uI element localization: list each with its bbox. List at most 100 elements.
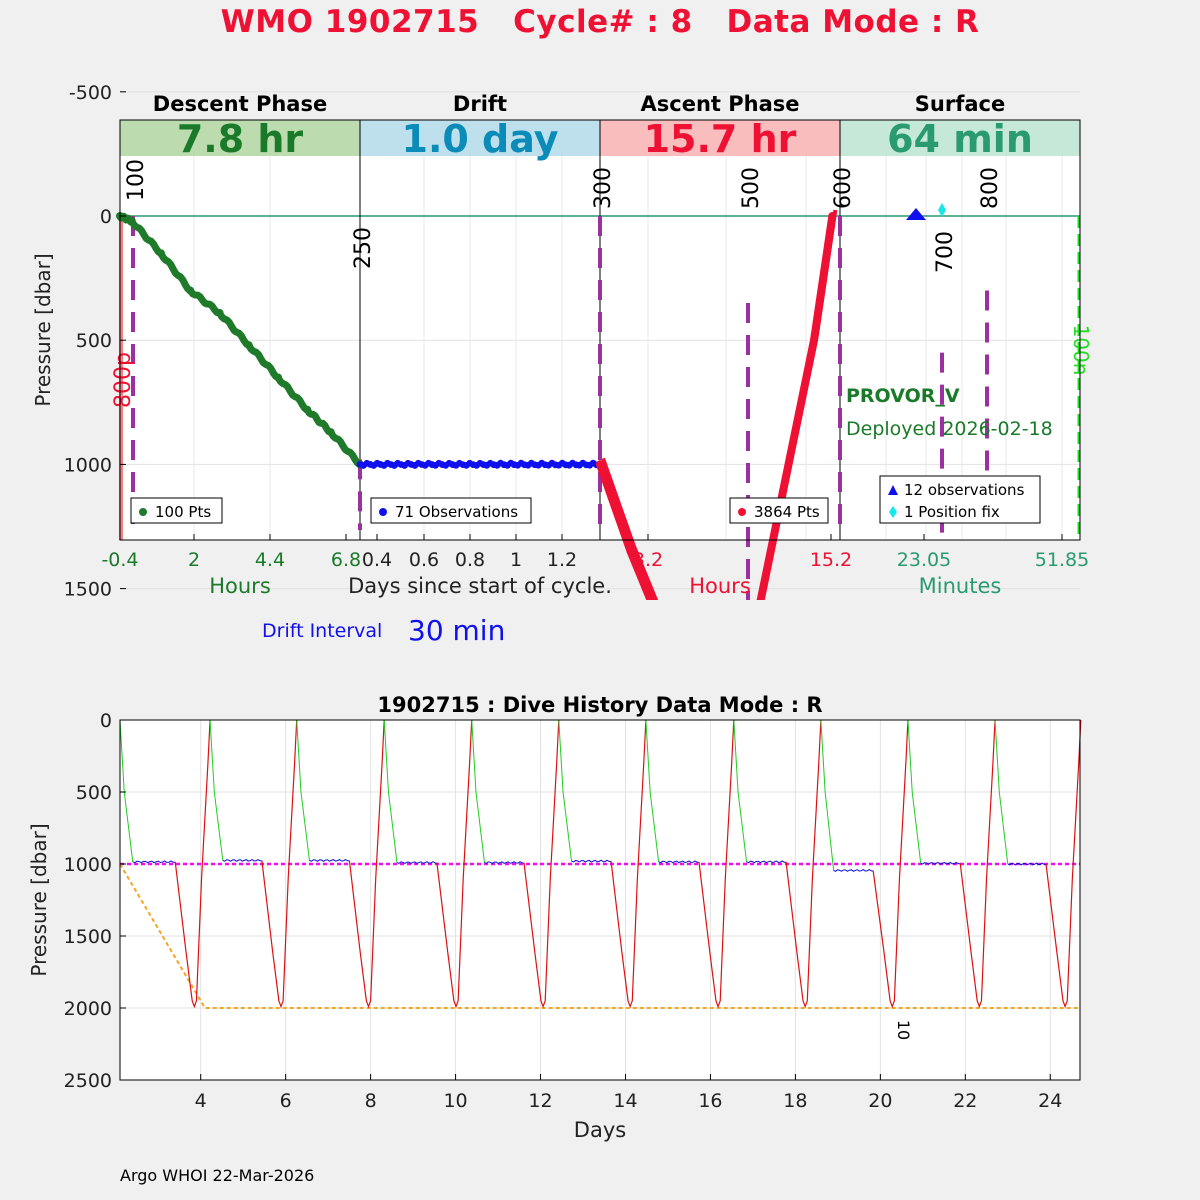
ascent-line: [1045, 719, 1082, 1009]
legend-marker: [889, 506, 897, 518]
drift-line: [132, 860, 176, 864]
y-tick-label: 0: [100, 710, 112, 732]
legend-label: 100 Pts: [155, 503, 211, 521]
ascent-line: [436, 719, 473, 1009]
ascent-point: [626, 547, 635, 556]
x-tick-label: 4.4: [255, 549, 285, 571]
phase-duration: 15.7 hr: [644, 117, 797, 161]
profile-pressure-line: [119, 863, 1080, 1009]
legend-label: 1 Position fix: [904, 503, 1000, 521]
drift-line: [396, 861, 437, 865]
drift-line: [658, 860, 700, 864]
x-tick-label: -0.4: [101, 549, 138, 571]
descent-series-line: [116, 212, 362, 468]
x-tick-label: 18: [783, 1090, 807, 1112]
legend-box: [729, 497, 829, 524]
x-axis-label: Days: [574, 1118, 626, 1142]
main-title: WMO 1902715 Cycle# : 8 Data Mode : R: [220, 4, 980, 40]
ascent-line: [785, 719, 822, 1009]
phase-name: Ascent Phase: [641, 92, 800, 116]
x-tick-label: 6: [280, 1090, 292, 1112]
marker-label: 250: [351, 227, 376, 269]
descent-point: [186, 286, 195, 295]
descent-line: [383, 719, 398, 863]
ascent-series-line: [601, 209, 838, 600]
marker-label: 100: [124, 159, 149, 201]
x-tick-label: 12: [528, 1090, 552, 1112]
descent-line: [296, 719, 310, 861]
left-side-label: 800p: [111, 352, 136, 408]
ascent-line: [959, 719, 996, 1009]
ascent-point: [596, 460, 604, 469]
drift-line: [484, 861, 525, 865]
x-tick-label: 0.8: [455, 549, 485, 571]
dive-history-title: 1902715 : Dive History Data Mode : R: [377, 693, 822, 717]
descent-point: [326, 428, 335, 437]
x-tick-label: 10: [443, 1090, 467, 1112]
marker-label: 300: [591, 167, 616, 209]
descent-line: [733, 719, 748, 862]
plot-area: [120, 720, 1080, 1080]
y-tick-label: 1500: [64, 926, 112, 948]
x-tick-label: 0.4: [362, 549, 392, 571]
drift-line: [309, 858, 350, 862]
ascent-line: [698, 719, 735, 1009]
ascent-point: [779, 485, 788, 494]
ascent-point: [828, 212, 837, 220]
right-side-label: 100n: [1069, 325, 1093, 376]
descent-line: [820, 719, 835, 871]
descent-point: [127, 216, 136, 225]
descent-point: [303, 405, 312, 414]
dive-history-chart: 1902715 : Dive History Data Mode : R 10 0 5…: [27, 693, 1082, 1142]
y-tick-label: 500: [76, 330, 112, 352]
drift-line: [746, 860, 787, 864]
y-tick-label: 2500: [64, 1070, 112, 1092]
x-tick-label: 15.2: [810, 549, 852, 571]
drift-line: [571, 859, 612, 863]
phase-band: [840, 120, 1080, 156]
x-tick-label: 22: [953, 1090, 977, 1112]
x-tick-label: 2: [188, 549, 200, 571]
descent-line: [645, 719, 660, 862]
x-tick-label: 1: [510, 549, 522, 571]
x-tick-label: 6.8: [331, 549, 361, 571]
y-tick-label: -500: [69, 82, 112, 104]
x-tick-label: 1.2: [547, 549, 577, 571]
descent-line: [907, 719, 922, 864]
legend-label: 3864 Pts: [754, 503, 820, 521]
phase-name: Drift: [453, 92, 507, 116]
drift-interval-value: 30 min: [408, 614, 506, 647]
drift-line: [920, 861, 961, 865]
y-tick-label: 1500: [64, 579, 112, 600]
legend-box: [879, 475, 1041, 524]
drift-line: [833, 869, 874, 872]
ascent-line: [348, 719, 385, 1009]
descent-line: [209, 719, 224, 861]
x-axis-label: Days since start of cycle.: [348, 574, 612, 598]
descent-point: [274, 373, 283, 382]
descent-point: [156, 249, 165, 258]
legend-marker: [888, 485, 898, 495]
ascent-line: [610, 719, 647, 1009]
ascent-point: [810, 336, 819, 345]
x-tick-label: 51.85: [1035, 549, 1089, 571]
x-tick-label: 24: [1038, 1090, 1062, 1112]
drift-line: [222, 858, 262, 862]
x-unit-label: Hours: [689, 574, 751, 598]
legend-marker: [139, 508, 147, 516]
x-tick-label: 4: [195, 1090, 207, 1112]
y-tick-label: 2000: [64, 998, 112, 1020]
y-axis-label: Pressure [dbar]: [31, 253, 55, 406]
phase-duration: 64 min: [887, 117, 1033, 161]
cycle-annotation: 10: [894, 1020, 913, 1040]
phase-band: [600, 120, 840, 156]
legend-marker: [738, 508, 746, 516]
float-type: PROVOR_V: [846, 385, 960, 407]
x-tick-label: 16: [698, 1090, 722, 1112]
plot-border: [119, 119, 1081, 541]
deployment-date: Deployed 2026-02-18: [846, 418, 1053, 440]
drift-line: [1007, 862, 1047, 866]
x-unit-label: Hours: [209, 574, 271, 598]
phase-duration: 1.0 day: [402, 117, 559, 161]
